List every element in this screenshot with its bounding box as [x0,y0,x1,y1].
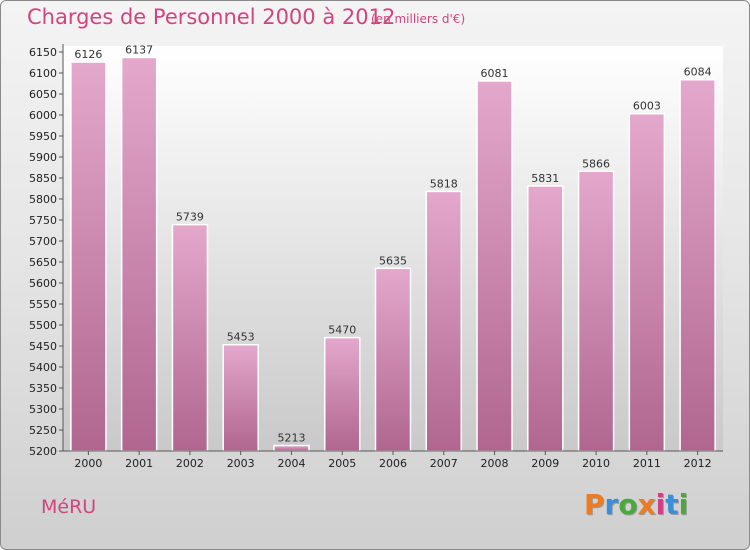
x-tick-label-2001: 2001 [125,457,153,470]
bar-2004 [273,444,310,452]
x-tick-label-2012: 2012 [684,457,712,470]
logo-letter: P [584,488,605,521]
bars: 6126 6137 5739 5453 5213 5470 5635 5818 6081 5831… [70,43,716,452]
y-tick-label: 5450 [29,340,57,353]
bar-2003 [222,343,259,452]
y-tick-label: 5400 [29,361,57,374]
x-axis: 2000 2001 2002 2003 2004 2005 2006 2007 2008 2009… [63,450,723,470]
data-label-2010: 5866 [582,157,610,170]
y-tick-label: 6100 [29,67,57,80]
y-tick-label: 5800 [29,193,57,206]
bar-2005 [323,336,361,452]
data-label-2004: 5213 [277,432,305,445]
bar-2001 [120,56,158,452]
logo-letter: r [604,488,619,521]
y-tick-label: 6000 [29,109,57,122]
y-tick-label: 5850 [29,172,57,185]
data-label-2011: 6003 [633,100,661,113]
data-label-2008: 6081 [481,67,509,80]
proxiti-logo[interactable]: Proxiti [584,488,688,521]
bar-2012 [679,78,716,452]
x-tick-label-2010: 2010 [582,457,610,470]
y-tick-label: 5900 [29,151,57,164]
data-label-2000: 6126 [74,48,102,61]
x-tick-label-2000: 2000 [74,457,102,470]
chart-title: Charges de Personnel 2000 à 2012 [27,5,396,29]
logo-letter: o [618,488,638,521]
y-tick-label: 5700 [29,235,57,248]
logo-letter: i [678,488,689,521]
data-label-2009: 5831 [531,172,559,185]
data-label-2007: 5818 [430,177,458,190]
y-tick-label: 5600 [29,277,57,290]
x-tick-label-2011: 2011 [633,457,661,470]
y-tick-label: 5200 [29,445,57,458]
y-axis: 5200 5250 5300 5350 5400 5450 5500 5550 5600 5650… [29,44,64,458]
y-tick-label: 5500 [29,319,57,332]
x-tick-label-2006: 2006 [379,457,407,470]
bar-2010 [577,170,615,452]
y-tick-label: 5650 [29,256,57,269]
bar-2011 [628,112,666,452]
x-tick-label-2004: 2004 [277,457,305,470]
chart-subtitle: (en milliers d'€) [371,12,466,26]
data-label-2012: 6084 [684,66,712,79]
x-tick-label-2009: 2009 [531,457,559,470]
logo-letter: x [637,488,656,521]
bar-2008 [476,80,513,452]
y-tick-label: 5350 [29,382,57,395]
x-tick-label-2008: 2008 [481,457,509,470]
y-tick-label: 6150 [29,46,57,59]
data-label-2005: 5470 [328,324,356,337]
commune-name: MéRU [41,496,97,518]
x-tick-label-2005: 2005 [328,457,356,470]
data-label-2003: 5453 [227,331,255,344]
y-tick-label: 5300 [29,403,57,416]
bar-2002 [171,223,209,452]
data-label-2006: 5635 [379,254,407,267]
bar-2000 [70,61,107,452]
data-label-2001: 6137 [125,43,153,56]
bar-2006 [374,267,412,452]
y-tick-label: 6050 [29,88,57,101]
logo-letter: i [655,488,666,521]
y-tick-label: 5950 [29,130,57,143]
x-tick-label-2003: 2003 [227,457,255,470]
x-tick-label-2002: 2002 [176,457,204,470]
y-tick-label: 5550 [29,298,57,311]
y-tick-label: 5750 [29,214,57,227]
logo-letter: t [665,488,679,521]
x-tick-label-2007: 2007 [430,457,458,470]
bar-2009 [527,185,564,452]
data-label-2002: 5739 [176,211,204,224]
y-tick-label: 5250 [29,424,57,437]
bar-2007 [425,190,463,452]
